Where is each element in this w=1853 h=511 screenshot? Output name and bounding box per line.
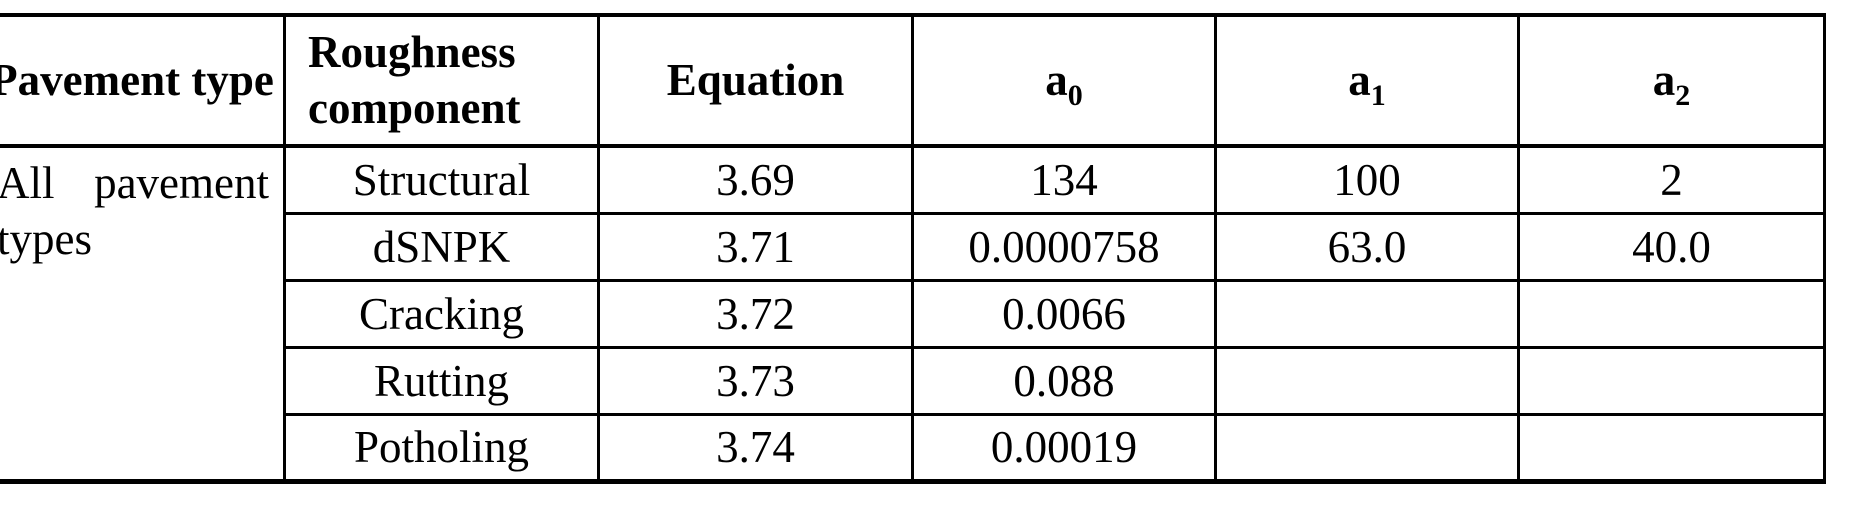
table-row: Rutting 3.73 0.088 — [0, 345, 1826, 416]
cell-a0: 0.0000758 — [911, 211, 1217, 282]
col-header-pavement-type: Pavement type — [0, 13, 286, 148]
col-header-a0: a0 — [911, 13, 1217, 148]
cell-a1: 63.0 — [1214, 211, 1520, 282]
coefficient-subscript: 1 — [1370, 78, 1386, 112]
cell-equation: 3.74 — [597, 412, 914, 483]
cell-a0: 0.00019 — [911, 412, 1217, 483]
coefficient-symbol: a — [1652, 54, 1676, 105]
cell-equation: 3.73 — [597, 345, 914, 416]
cell-a2: 40.0 — [1517, 211, 1826, 282]
coefficient-symbol: a — [1045, 54, 1068, 105]
cell-a2 — [1517, 278, 1826, 349]
table-row: Cracking 3.72 0.0066 — [0, 278, 1826, 349]
header-row: Pavement type Roughness component Equati… — [0, 13, 1826, 148]
cell-equation: 3.71 — [597, 211, 914, 282]
coefficient-subscript: 0 — [1067, 78, 1083, 112]
coefficient-symbol: a — [1348, 54, 1371, 105]
cell-pavement-type-group: All pavement types — [0, 144, 286, 483]
cell-component: Structural — [283, 144, 600, 215]
cell-a1 — [1214, 278, 1520, 349]
cell-component: Cracking — [283, 278, 600, 349]
cell-a2 — [1517, 412, 1826, 483]
cell-equation: 3.69 — [597, 144, 914, 215]
cell-a1 — [1214, 345, 1520, 416]
cell-component: Rutting — [283, 345, 600, 416]
table-row: Potholing 3.74 0.00019 — [0, 412, 1826, 483]
col-header-equation: Equation — [597, 13, 914, 148]
col-header-a1: a1 — [1214, 13, 1520, 148]
cell-component: Potholing — [283, 412, 600, 483]
coefficient-subscript: 2 — [1675, 78, 1691, 112]
table-row: dSNPK 3.71 0.0000758 63.0 40.0 — [0, 211, 1826, 282]
table-row: All pavement types Structural 3.69 134 1… — [0, 144, 1826, 483]
cell-a0: 0.088 — [911, 345, 1217, 416]
cell-a1 — [1214, 412, 1520, 483]
cell-a0: 134 — [911, 144, 1217, 215]
cell-a1: 100 — [1214, 144, 1520, 215]
cell-equation: 3.72 — [597, 278, 914, 349]
cell-a2 — [1517, 345, 1826, 416]
cell-a0: 0.0066 — [911, 278, 1217, 349]
col-header-a2: a2 — [1517, 13, 1826, 148]
roughness-coefficients-table: Pavement type Roughness component Equati… — [0, 13, 1826, 484]
col-header-roughness-component: Roughness component — [283, 13, 600, 148]
cell-component: dSNPK — [283, 211, 600, 282]
cell-a2: 2 — [1517, 144, 1826, 215]
